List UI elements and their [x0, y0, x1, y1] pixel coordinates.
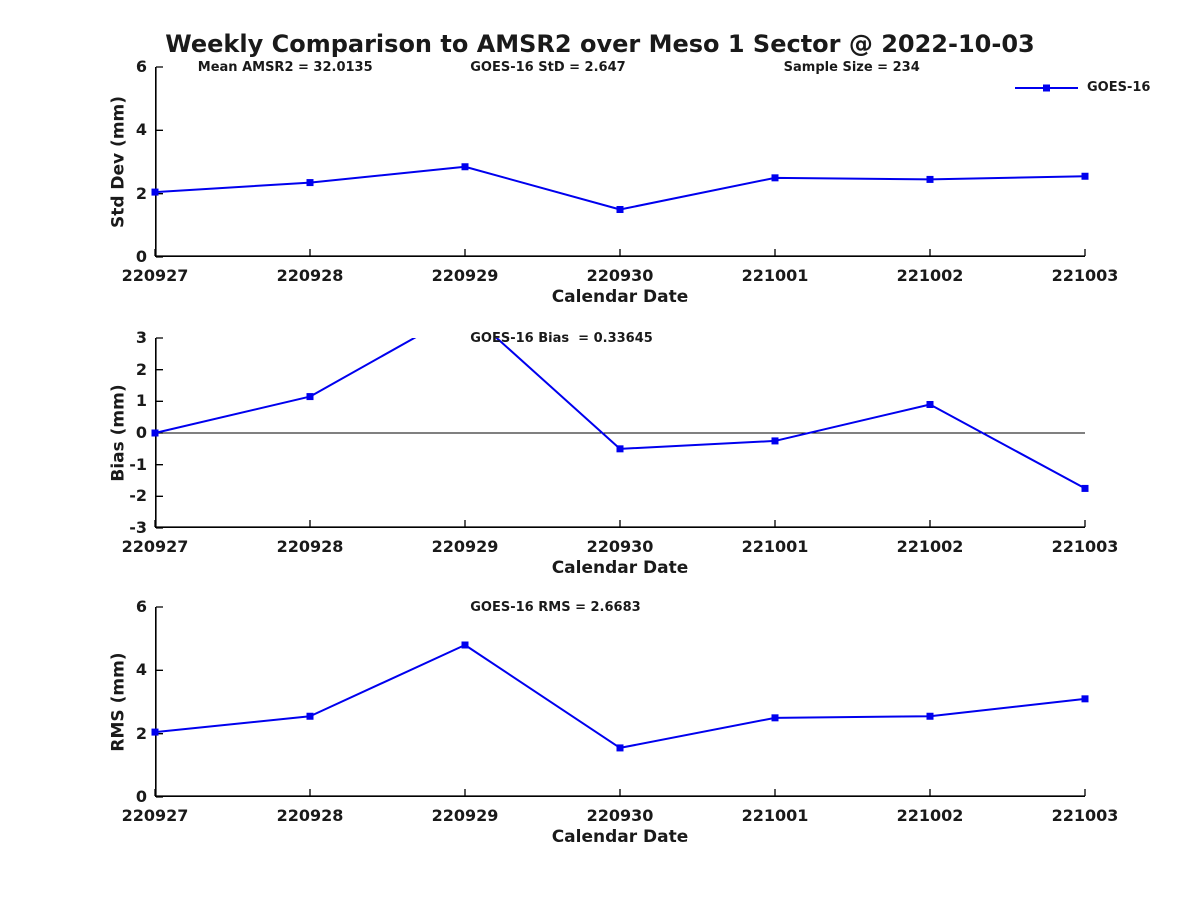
series-line	[154, 644, 1086, 749]
xtick-label: 220930	[586, 806, 654, 825]
stat-annotation: Sample Size = 234	[783, 60, 920, 75]
xtick-label: 221001	[741, 806, 809, 825]
x-axis-label: Calendar Date	[551, 827, 689, 847]
y-axis-label: Bias (mm)	[108, 384, 129, 482]
square-marker-icon	[151, 429, 159, 437]
y-axis-label: RMS (mm)	[108, 652, 129, 752]
xtick-label: 220927	[121, 266, 189, 285]
square-marker-icon	[1081, 172, 1089, 180]
ytick-label: 1	[135, 391, 147, 411]
xtick-label: 220927	[121, 806, 189, 825]
xtick-label: 221003	[1051, 537, 1119, 556]
ytick-label: -2	[129, 486, 147, 506]
stat-annotation: GOES-16 Bias = 0.33645	[470, 331, 653, 346]
ytick-label: 0	[135, 787, 147, 806]
xtick-label: 221001	[741, 266, 809, 285]
square-marker-icon	[926, 175, 934, 183]
square-marker-icon	[1081, 695, 1089, 703]
ytick-label: 4	[135, 660, 147, 680]
xtick-label: 220930	[586, 266, 654, 285]
square-marker-icon	[616, 445, 624, 453]
series-goes-16	[151, 163, 1089, 213]
series-line	[154, 165, 1086, 211]
ytick-label: 0	[135, 423, 147, 442]
square-marker-icon	[926, 401, 934, 408]
square-marker-icon	[771, 437, 779, 445]
x-axis-label: Calendar Date	[551, 558, 689, 578]
ytick-label: -3	[129, 518, 147, 537]
ytick-label: 0	[135, 247, 147, 266]
square-marker-icon	[151, 188, 159, 196]
legend-label: GOES-16	[1087, 80, 1151, 95]
square-marker-icon	[1081, 484, 1089, 492]
ytick-label: 3	[135, 328, 147, 347]
plot-area-bias	[151, 337, 1089, 529]
xtick-label: 220930	[586, 537, 654, 556]
square-marker-icon	[616, 206, 624, 213]
series-goes-16	[151, 306, 1089, 492]
axis-ticks	[154, 606, 1086, 798]
stat-annotation: GOES-16 StD = 2.647	[470, 60, 626, 75]
square-marker-icon	[926, 712, 934, 720]
square-marker-icon	[616, 744, 624, 752]
xtick-label: 221003	[1051, 806, 1119, 825]
square-marker-icon	[306, 179, 314, 187]
legend-line-sample	[1015, 84, 1078, 91]
plot-area-std-dev	[151, 66, 1089, 258]
ytick-label: 6	[135, 597, 147, 616]
legend: GOES-16	[1015, 79, 1150, 96]
ytick-label: 2	[135, 723, 147, 743]
stat-annotation: GOES-16 RMS = 2.6683	[470, 600, 641, 615]
square-marker-icon	[306, 393, 314, 401]
ytick-label: 2	[135, 183, 147, 203]
x-axis-label: Calendar Date	[551, 287, 689, 307]
square-marker-icon	[306, 712, 314, 720]
xtick-label: 220928	[276, 806, 344, 825]
axis-spines	[155, 67, 1085, 257]
square-marker-icon	[461, 163, 469, 171]
xtick-label: 220928	[276, 537, 344, 556]
axis-ticks	[154, 66, 1086, 258]
square-marker-icon	[461, 641, 469, 649]
square-marker-icon	[771, 174, 779, 182]
ytick-label: 4	[135, 120, 147, 140]
ytick-label: 2	[135, 359, 147, 379]
xtick-label: 221002	[896, 806, 964, 825]
square-marker-icon	[151, 728, 159, 736]
y-axis-label: Std Dev (mm)	[108, 95, 129, 229]
xtick-label: 220928	[276, 266, 344, 285]
xtick-label: 220929	[431, 806, 499, 825]
square-marker-icon	[771, 714, 779, 722]
xtick-label: 221001	[741, 537, 809, 556]
xtick-label: 221002	[896, 537, 964, 556]
xtick-label: 221002	[896, 266, 964, 285]
xtick-label: 220929	[431, 537, 499, 556]
axis-spines	[155, 607, 1085, 797]
plot-area-rms	[151, 606, 1089, 798]
xtick-label: 220929	[431, 266, 499, 285]
ytick-label: 6	[135, 57, 147, 76]
legend-square-marker-icon	[1043, 84, 1050, 91]
series-goes-16	[151, 641, 1089, 752]
figure-title: Weekly Comparison to AMSR2 over Meso 1 S…	[165, 30, 1035, 58]
square-marker-icon	[462, 306, 469, 313]
ytick-label: -1	[129, 454, 147, 474]
xtick-label: 221003	[1051, 266, 1119, 285]
xtick-label: 220927	[121, 537, 189, 556]
stat-annotation: Mean AMSR2 = 32.0135	[197, 60, 373, 75]
